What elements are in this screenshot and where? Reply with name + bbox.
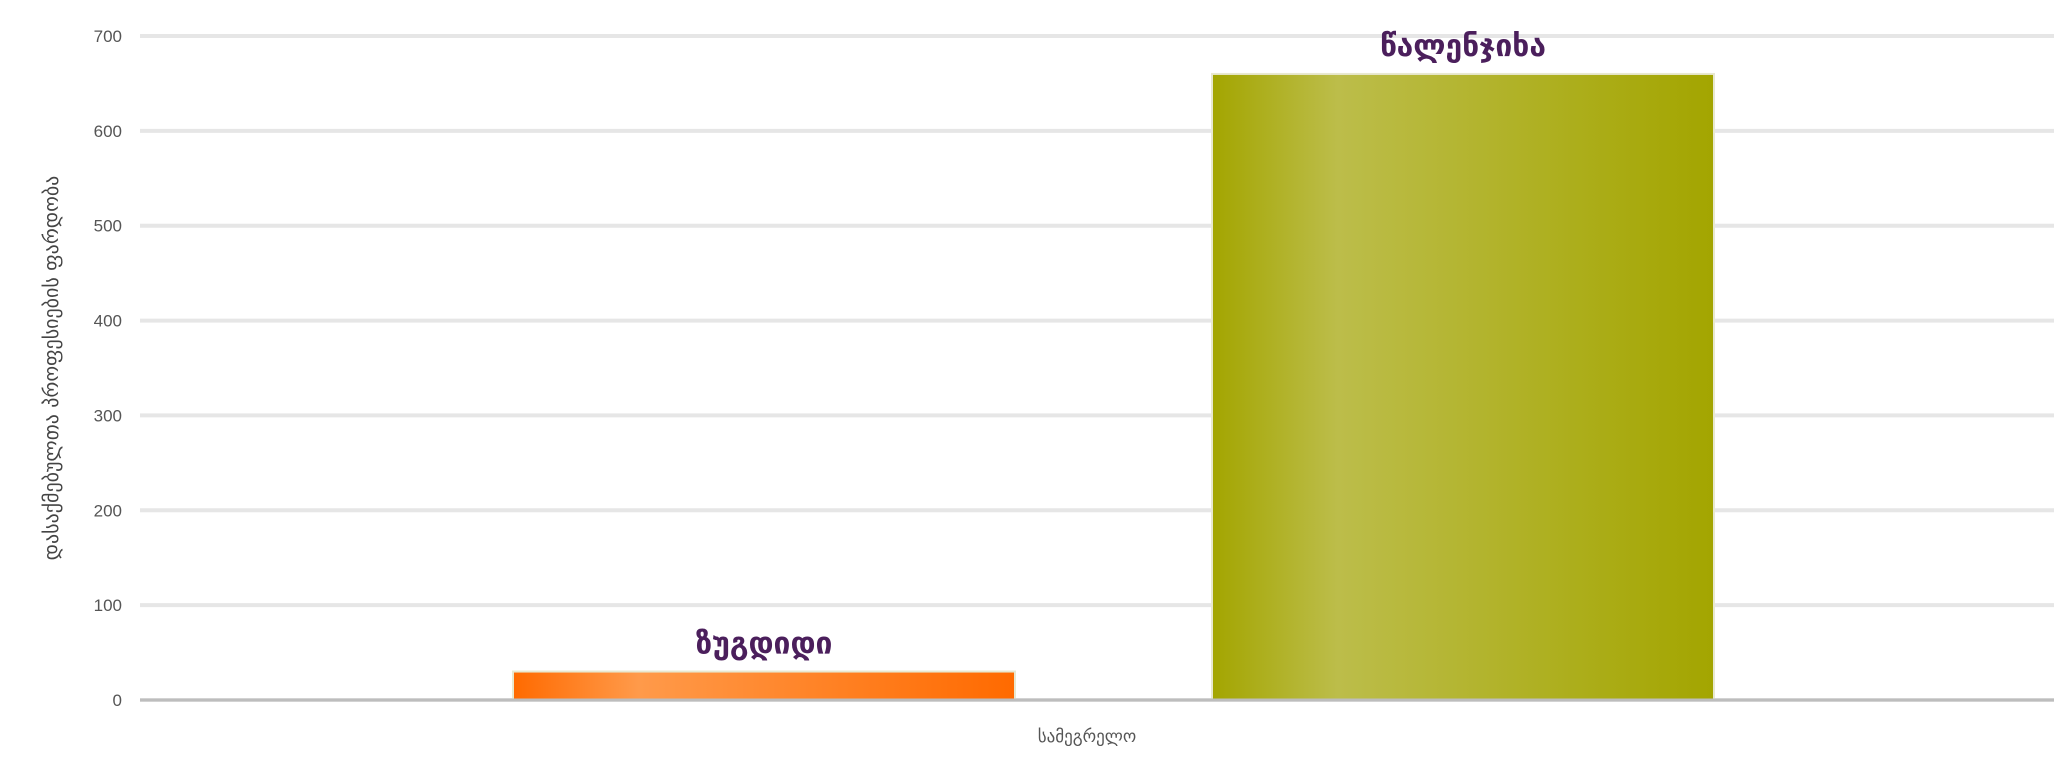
y-tick-label-400: 400: [94, 312, 122, 331]
y-axis-title: დასაქმებულთა პროფესიების ფარდობა: [39, 176, 63, 561]
y-tick-label-0: 0: [113, 691, 122, 710]
bar-0: [512, 670, 1016, 701]
bar-1: [1211, 72, 1715, 701]
y-tick-label-100: 100: [94, 596, 122, 615]
bar-label-0: ზუგდიდი: [696, 627, 833, 662]
bar-labels: ზუგდიდი წალენჯიხა: [696, 29, 1546, 662]
y-tick-label-500: 500: [94, 217, 122, 236]
x-axis-title: სამეგრელო: [1038, 727, 1137, 747]
bar-label-1: წალენჯიხა: [1380, 29, 1546, 64]
bars: [512, 72, 1715, 701]
y-tick-label-300: 300: [94, 406, 122, 425]
y-tick-label-200: 200: [94, 501, 122, 520]
gridlines: [140, 34, 2054, 702]
y-tick-labels: 0 100 200 300 400 500 600 700: [94, 27, 122, 710]
y-tick-label-700: 700: [94, 27, 122, 46]
y-tick-label-600: 600: [94, 122, 122, 141]
